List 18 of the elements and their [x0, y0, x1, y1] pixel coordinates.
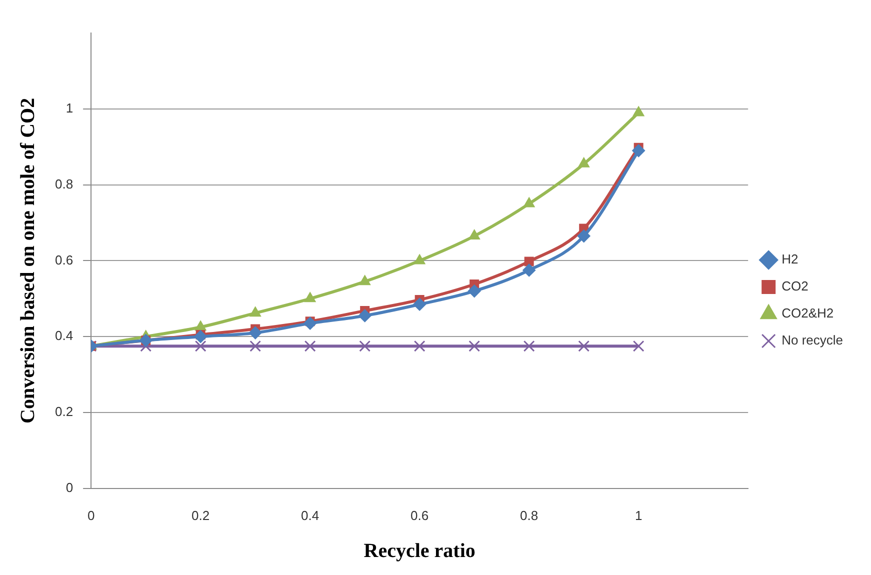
x-tick-label: 0.4 — [301, 508, 320, 523]
y-axis-title: Conversion based on one mole of CO2 — [17, 98, 40, 424]
y-tick-label: 0.2 — [54, 404, 74, 420]
legend-label: CO2 — [782, 278, 808, 294]
legend-label: No recycle — [782, 332, 844, 348]
legend-label: CO2&H2 — [782, 306, 834, 321]
legend-label: H2 — [782, 252, 798, 267]
x-tick-label: 1 — [634, 508, 642, 523]
y-tick-label: 0.8 — [54, 176, 74, 192]
y-tick-label: 0 — [66, 480, 74, 495]
x-axis-title: Recycle ratio — [364, 540, 476, 562]
x-tick-label: 0.6 — [410, 508, 429, 523]
x-tick-label: 0.2 — [192, 508, 210, 523]
x-tick-label: 0 — [87, 508, 95, 523]
y-tick-label: 0.4 — [54, 328, 74, 344]
y-tick-label: 0.6 — [54, 252, 74, 268]
x-tick-label: 0.8 — [520, 508, 538, 523]
y-tick-label: 1 — [66, 100, 74, 116]
